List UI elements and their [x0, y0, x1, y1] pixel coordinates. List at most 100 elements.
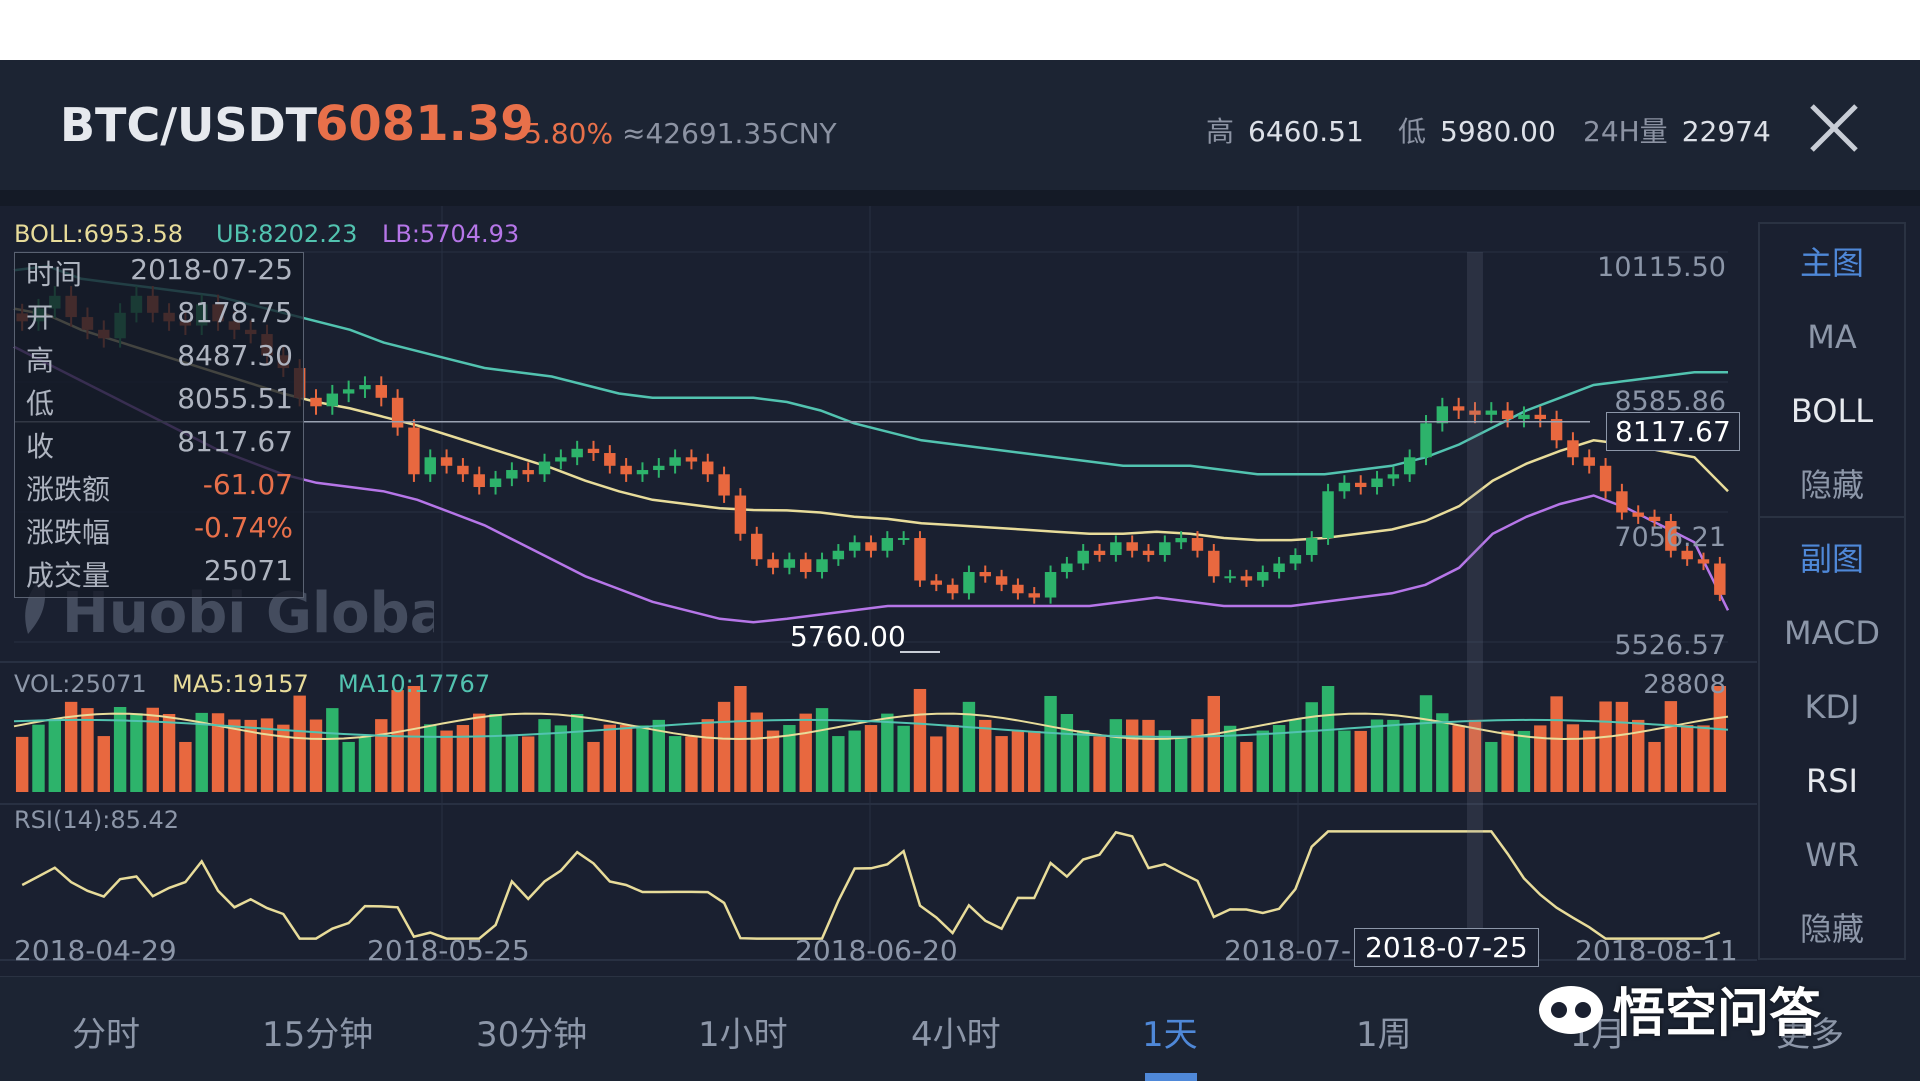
cny-price: ≈42691.35CNY: [622, 117, 837, 150]
candle: [930, 580, 943, 585]
volume-bar: [456, 725, 470, 792]
tooltip-row-open: 开 8178.75: [15, 296, 303, 338]
candle: [979, 572, 991, 577]
volume-bar: [1452, 725, 1465, 792]
indicator-kdj[interactable]: KDJ: [1804, 688, 1860, 726]
crosshair-date-label: 2018-07-25: [1354, 928, 1539, 967]
close-icon: [1810, 104, 1858, 152]
indicator-rsi[interactable]: RSI: [1806, 762, 1858, 800]
candle: [1257, 572, 1269, 581]
volume-max-label: 28808: [1643, 670, 1726, 700]
volume-bar: [1648, 741, 1661, 792]
tooltip-value: -0.74%: [193, 511, 293, 544]
volume-bar: [1321, 686, 1335, 792]
main-hide[interactable]: 隐藏: [1799, 466, 1864, 504]
rsi-line-path: [21, 830, 1721, 940]
volume-bar: [505, 736, 519, 792]
volume-bar: [277, 724, 290, 792]
volume-legend: VOL:25071: [14, 670, 147, 698]
volume-bar: [293, 695, 306, 792]
volume-bar: [407, 686, 421, 792]
volume-bar: [48, 719, 62, 792]
volume-ma10: MA10:17767: [338, 670, 491, 698]
tooltip-label: 涨跌额: [26, 473, 111, 506]
volume-bar: [244, 719, 257, 792]
tooltip-row-volume: 成交量 25071: [15, 554, 303, 596]
candle: [1632, 512, 1644, 517]
volume-bar: [913, 688, 927, 792]
volume-bar: [1680, 725, 1694, 792]
tab-1day[interactable]: 1天: [1142, 1015, 1198, 1055]
volume-bar: [1517, 730, 1531, 792]
volume-bar: [881, 713, 894, 792]
volume-bar: [1289, 719, 1302, 792]
volume-bar: [1664, 701, 1678, 792]
candle: [1338, 482, 1351, 492]
volume-bar: [211, 713, 225, 792]
indicator-macd[interactable]: MACD: [1784, 614, 1880, 652]
sub-hide[interactable]: 隐藏: [1799, 910, 1864, 948]
indicator-wr[interactable]: WR: [1805, 836, 1859, 874]
tab-more[interactable]: 更多: [1776, 1015, 1844, 1055]
boll-value: BOLL:6953.58: [14, 220, 184, 248]
change-percent: -5.80%: [514, 117, 614, 150]
volume-bar: [717, 701, 731, 792]
tab-1week[interactable]: 1周: [1356, 1015, 1412, 1055]
volume-bar: [1354, 730, 1367, 792]
candle: [816, 559, 828, 573]
candle: [1110, 542, 1122, 556]
volume-bar: [1223, 725, 1237, 792]
candle: [587, 448, 600, 454]
tab-30min[interactable]: 30分钟: [476, 1015, 588, 1055]
volume-ma-lines: [13, 712, 1729, 741]
tooltip-row-close: 收 8117.67: [15, 425, 303, 467]
volume-bar: [391, 690, 404, 792]
candle: [457, 465, 469, 475]
high-stat: 高 6460.51: [1206, 110, 1364, 150]
indicator-boll[interactable]: BOLL: [1790, 392, 1874, 430]
candle: [1093, 550, 1106, 556]
candle: [1518, 414, 1530, 420]
volume-bar: [570, 713, 584, 792]
tooltip-label: 低: [26, 387, 55, 420]
volume-bar: [440, 730, 453, 792]
volume-bar: [750, 712, 763, 792]
volume-bar: [1207, 695, 1221, 792]
tab-15min[interactable]: 15分钟: [262, 1015, 374, 1055]
tooltip-value: 25071: [203, 554, 293, 587]
volume-bar: [1093, 736, 1106, 792]
candle: [1044, 572, 1057, 598]
volume-bar: [489, 713, 502, 792]
indicator-sidebar: 主图 MA BOLL 隐藏 副图 MACD KDJ RSI WR 隐藏: [1758, 222, 1906, 960]
candle: [1159, 542, 1171, 556]
candle: [506, 470, 518, 479]
boll-lb-value: LB:5704.93: [382, 220, 520, 248]
volume-bar: [1387, 719, 1400, 792]
candle: [473, 474, 485, 488]
volume-bar: [1632, 719, 1645, 792]
candle: [1648, 516, 1661, 522]
tab-4hour[interactable]: 4小时: [911, 1015, 1001, 1055]
kline-chart-svg[interactable]: [0, 206, 1757, 976]
tab-timeshare[interactable]: 分时: [72, 1015, 140, 1055]
volume-bar: [603, 724, 617, 792]
kline-chart[interactable]: [0, 206, 1757, 976]
candle: [1485, 410, 1498, 415]
volume-bar: [1142, 719, 1155, 792]
volume-bar: [1713, 686, 1727, 792]
last-price: 6081.39: [315, 96, 534, 152]
volume-bar: [1011, 730, 1025, 792]
candle: [751, 533, 763, 560]
tooltip-row-low: 低 8055.51: [15, 382, 303, 424]
tooltip-label: 收: [26, 430, 55, 463]
close-button[interactable]: [1806, 100, 1862, 156]
volume-bars: [15, 686, 1727, 792]
tab-1hour[interactable]: 1小时: [698, 1015, 788, 1055]
indicator-ma[interactable]: MA: [1807, 318, 1857, 356]
candle: [881, 538, 894, 551]
volume-bar: [1370, 719, 1384, 792]
candle: [702, 461, 714, 475]
volume-bar: [260, 718, 274, 792]
volume-bar: [995, 736, 1008, 792]
volume-bar: [636, 725, 649, 792]
